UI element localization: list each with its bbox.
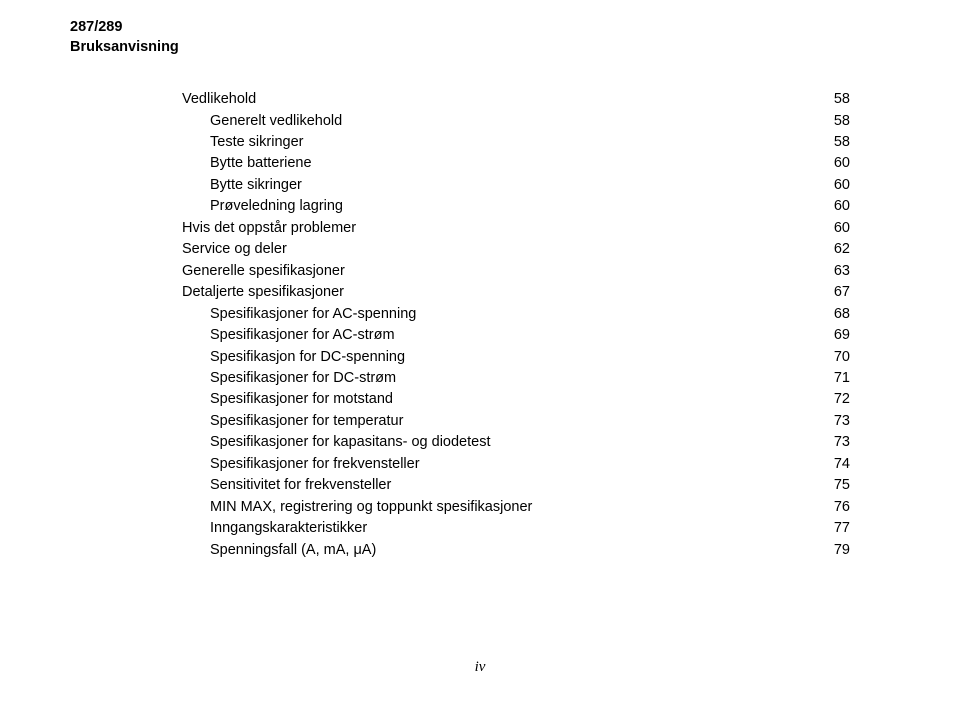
toc-entry-label: Service og deler bbox=[182, 239, 287, 260]
toc-entry-page: 75 bbox=[822, 475, 850, 496]
toc-entry-page: 73 bbox=[822, 432, 850, 453]
toc-entry-page: 67 bbox=[822, 282, 850, 303]
toc-entry: Generelle spesifikasjoner 63 bbox=[182, 261, 850, 282]
toc-entry: Sensitivitet for frekvensteller 75 bbox=[182, 475, 850, 496]
toc-entry: Generelt vedlikehold 58 bbox=[182, 111, 850, 132]
toc-entry-page: 63 bbox=[822, 261, 850, 282]
toc-entry-page: 60 bbox=[822, 175, 850, 196]
header-subtitle: Bruksanvisning bbox=[70, 38, 890, 58]
toc-entry: MIN MAX, registrering og toppunkt spesif… bbox=[182, 497, 850, 518]
toc-entry-page: 58 bbox=[822, 89, 850, 110]
toc-entry-page: 71 bbox=[822, 368, 850, 389]
toc-entry-page: 76 bbox=[822, 497, 850, 518]
toc-entry-page: 79 bbox=[822, 540, 850, 561]
toc-entry: Spesifikasjoner for DC-strøm 71 bbox=[182, 368, 850, 389]
toc-entry-page: 73 bbox=[822, 411, 850, 432]
page-number-footer: iv bbox=[0, 659, 960, 676]
page-container: 287/289 Bruksanvisning Vedlikehold58Gene… bbox=[0, 0, 960, 704]
toc-entry-page: 60 bbox=[822, 218, 850, 239]
toc-entry: Hvis det oppstår problemer 60 bbox=[182, 218, 850, 239]
toc-entry-label: Spesifikasjoner for AC-strøm bbox=[210, 325, 395, 346]
toc-entry-label: Spesifikasjoner for AC-spenning bbox=[210, 304, 416, 325]
toc-entry: Spesifikasjoner for frekvensteller 74 bbox=[182, 454, 850, 475]
toc-entry-label: Sensitivitet for frekvensteller bbox=[210, 475, 391, 496]
toc-entry: Teste sikringer 58 bbox=[182, 132, 850, 153]
toc-entry-page: 62 bbox=[822, 239, 850, 260]
toc-entry-page: 69 bbox=[822, 325, 850, 346]
toc-entry-label: Spenningsfall (A, mA, μA) bbox=[210, 540, 376, 561]
toc-entry-page: 68 bbox=[822, 304, 850, 325]
toc-entry-label: Bytte batteriene bbox=[210, 153, 312, 174]
toc-entry-label: Spesifikasjoner for motstand bbox=[210, 389, 393, 410]
toc-entry-label: Spesifikasjoner for DC-strøm bbox=[210, 368, 396, 389]
toc-entry-page: 60 bbox=[822, 153, 850, 174]
toc-entry: Prøveledning lagring 60 bbox=[182, 196, 850, 217]
toc-entry: Bytte batteriene 60 bbox=[182, 153, 850, 174]
toc-entry-page: 58 bbox=[822, 132, 850, 153]
toc-entry: Spesifikasjoner for kapasitans- og diode… bbox=[182, 432, 850, 453]
toc-entry: Spenningsfall (A, mA, μA) 79 bbox=[182, 540, 850, 561]
toc-entry-label: Teste sikringer bbox=[210, 132, 303, 153]
toc-entry-page: 74 bbox=[822, 454, 850, 475]
toc-entry-page: 72 bbox=[822, 389, 850, 410]
toc-entry-label: Spesifikasjon for DC-spenning bbox=[210, 347, 405, 368]
toc-entry: Spesifikasjoner for AC-strøm 69 bbox=[182, 325, 850, 346]
toc-entry: Spesifikasjoner for temperatur 73 bbox=[182, 411, 850, 432]
header-model: 287/289 bbox=[70, 18, 890, 38]
toc-entry-label: Spesifikasjoner for kapasitans- og diode… bbox=[210, 432, 491, 453]
document-header: 287/289 Bruksanvisning bbox=[70, 18, 890, 57]
toc-entry-page: 60 bbox=[822, 196, 850, 217]
toc-entry-label: Vedlikehold bbox=[182, 89, 256, 110]
toc-entry: Spesifikasjoner for AC-spenning 68 bbox=[182, 304, 850, 325]
toc-entry-page: 77 bbox=[822, 518, 850, 539]
toc-entry: Spesifikasjon for DC-spenning 70 bbox=[182, 347, 850, 368]
toc-entry: Bytte sikringer 60 bbox=[182, 175, 850, 196]
toc-entry-label: Prøveledning lagring bbox=[210, 196, 343, 217]
toc-entry: Spesifikasjoner for motstand 72 bbox=[182, 389, 850, 410]
toc-entry-label: Detaljerte spesifikasjoner bbox=[182, 282, 344, 303]
toc-entry-label: Generelle spesifikasjoner bbox=[182, 261, 345, 282]
toc-entry-label: Spesifikasjoner for frekvensteller bbox=[210, 454, 420, 475]
toc-entry-label: Generelt vedlikehold bbox=[210, 111, 342, 132]
toc-entry-label: Inngangskarakteristikker bbox=[210, 518, 367, 539]
toc-entry: Vedlikehold 58 bbox=[182, 89, 850, 110]
toc-entry-label: Spesifikasjoner for temperatur bbox=[210, 411, 403, 432]
toc-entry-label: MIN MAX, registrering og toppunkt spesif… bbox=[210, 497, 532, 518]
toc-entry-label: Bytte sikringer bbox=[210, 175, 302, 196]
table-of-contents: Vedlikehold58Generelt vedlikehold58Teste… bbox=[182, 89, 850, 561]
toc-entry: Detaljerte spesifikasjoner 67 bbox=[182, 282, 850, 303]
toc-entry: Service og deler 62 bbox=[182, 239, 850, 260]
toc-entry-page: 58 bbox=[822, 111, 850, 132]
toc-entry: Inngangskarakteristikker 77 bbox=[182, 518, 850, 539]
toc-entry-label: Hvis det oppstår problemer bbox=[182, 218, 356, 239]
toc-entry-page: 70 bbox=[822, 347, 850, 368]
